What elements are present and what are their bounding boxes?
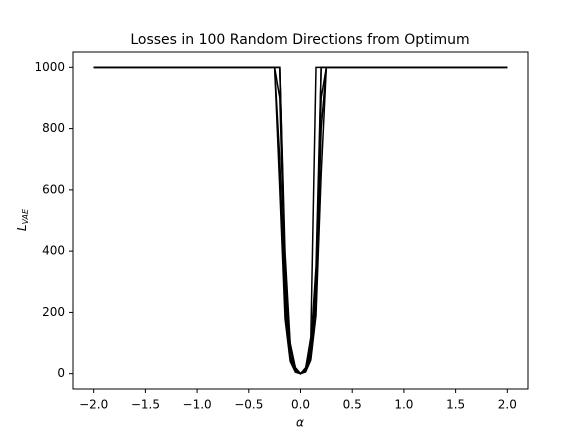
plot-frame xyxy=(72,51,529,390)
x-tick-label: 2.0 xyxy=(498,398,517,412)
y-tick-label: 400 xyxy=(42,244,65,258)
y-tick-label: 800 xyxy=(42,121,65,135)
x-tick-label: 1.5 xyxy=(446,398,465,412)
y-tick-label: 200 xyxy=(42,305,65,319)
x-tick-label: 1.0 xyxy=(394,398,413,412)
x-tick-label: 0.5 xyxy=(343,398,362,412)
y-tick-label: 1000 xyxy=(34,60,65,74)
y-tick-label: 600 xyxy=(42,182,65,196)
loss-line xyxy=(93,66,508,375)
loss-line xyxy=(93,66,508,375)
loss-line xyxy=(93,66,508,375)
x-tick-label: −1.5 xyxy=(131,398,160,412)
chart-title: Losses in 100 Random Directions from Opt… xyxy=(130,32,469,48)
loss-line xyxy=(93,66,508,375)
y-label-main: L xyxy=(15,224,29,231)
loss-line xyxy=(93,66,508,375)
x-tick-label: −0.5 xyxy=(234,398,263,412)
y-tick-label: 0 xyxy=(57,366,65,380)
loss-line xyxy=(93,66,508,375)
x-tick-label: −2.0 xyxy=(79,398,108,412)
y-label-sub: VAE xyxy=(21,208,30,224)
y-axis-label: LVAE xyxy=(15,208,30,231)
x-tick-label: −1.0 xyxy=(183,398,212,412)
x-axis-label: α xyxy=(296,416,304,430)
x-tick-label: 0.0 xyxy=(291,398,310,412)
